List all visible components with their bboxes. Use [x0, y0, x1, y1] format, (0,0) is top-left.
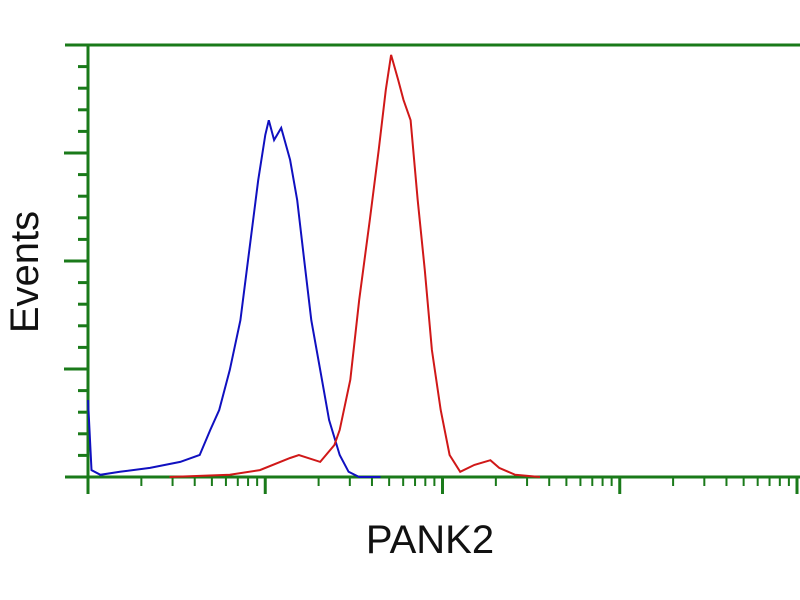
y-axis-label: Events — [3, 211, 47, 333]
axes — [64, 43, 800, 494]
series-line-1 — [169, 54, 541, 478]
series-line-0 — [87, 119, 381, 478]
x-axis-label: PANK2 — [366, 518, 494, 562]
series-group — [87, 54, 541, 478]
